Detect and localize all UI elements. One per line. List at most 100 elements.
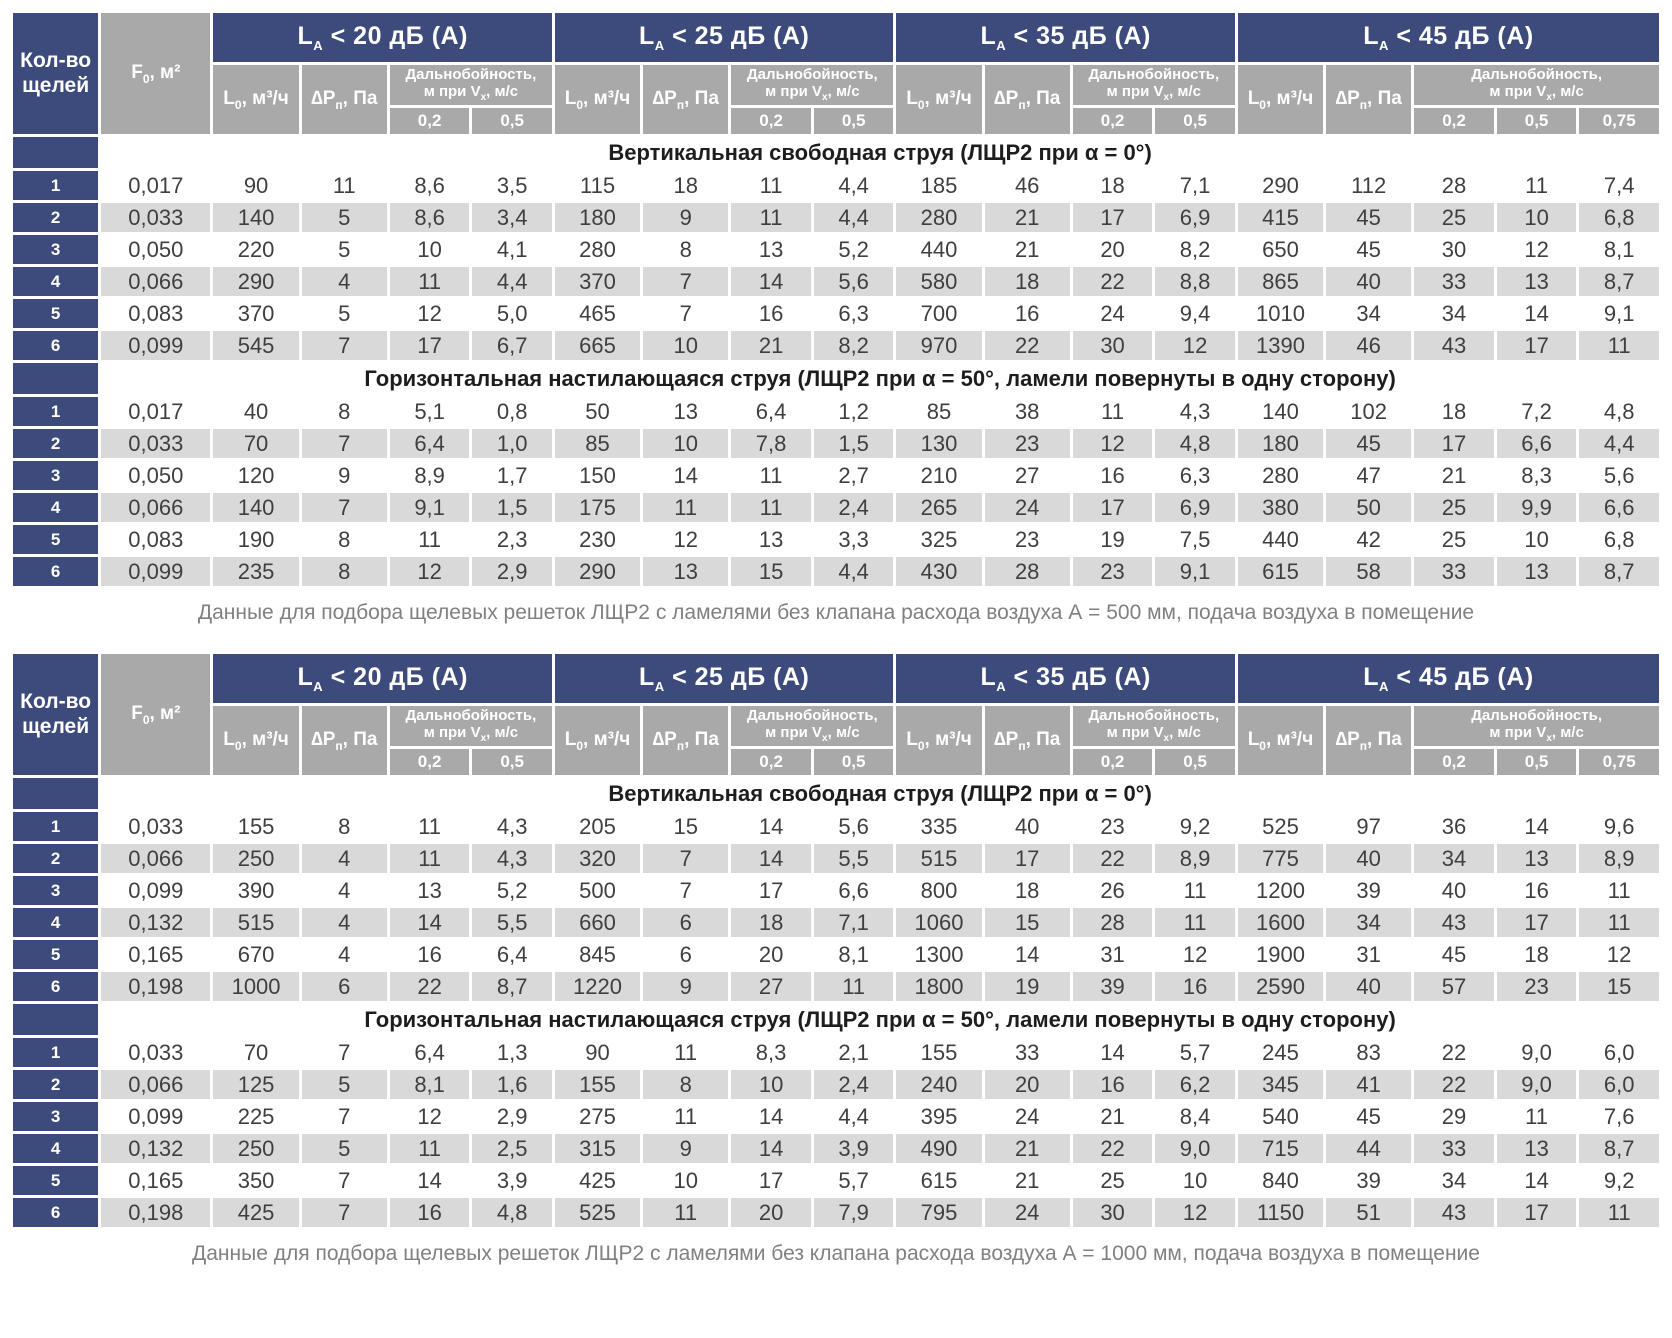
f0-value: 0,099 <box>101 1102 211 1131</box>
row-number: 4 <box>13 908 99 937</box>
data-cell: 15 <box>643 812 729 841</box>
data-cell: 5 <box>301 299 387 328</box>
data-cell: 18 <box>1414 397 1494 426</box>
section-header-row: Вертикальная свободная струя (ЛЩР2 при α… <box>13 778 1659 809</box>
data-cell: 12 <box>1155 940 1235 969</box>
data-cell: 11 <box>1579 908 1659 937</box>
f0-value: 0,132 <box>101 908 211 937</box>
data-cell: 6,0 <box>1579 1038 1659 1067</box>
data-cell: 8 <box>301 397 387 426</box>
data-cell: 8,8 <box>1155 267 1235 296</box>
data-cell: 11 <box>731 461 811 490</box>
table-row: 2 0,066 250 4 11 4,3 320 7 14 5,5 515 17 22 8,9 775 40 3… <box>13 844 1659 873</box>
data-cell: 8,4 <box>1155 1102 1235 1131</box>
table-row: 5 0,165 350 7 14 3,9 425 10 17 5,7 615 21 25 10 840 39 3… <box>13 1166 1659 1195</box>
throw-range-header: Дальнобойность, м при Vx, м/с <box>389 706 552 746</box>
data-cell: 425 <box>213 1198 299 1227</box>
pressure-drop-header: ∆Pп, Па <box>1326 65 1412 134</box>
data-cell: 23 <box>1072 557 1153 586</box>
data-cell: 715 <box>1237 1134 1324 1163</box>
data-cell: 7 <box>301 1166 387 1195</box>
f0-value: 0,099 <box>101 331 211 360</box>
data-cell: 8,7 <box>1579 1134 1659 1163</box>
data-cell: 26 <box>1072 876 1153 905</box>
f0-value: 0,033 <box>101 429 211 458</box>
header-row-velocities: 0,2 0,5 0,2 0,5 0,2 0,5 0,2 0,5 0,75 <box>13 749 1659 775</box>
row-number: 6 <box>13 972 99 1001</box>
data-cell: 17 <box>1072 203 1153 232</box>
data-cell: 9,6 <box>1579 812 1659 841</box>
f0-value: 0,066 <box>101 1070 211 1099</box>
data-cell: 120 <box>213 461 299 490</box>
row-number: 4 <box>13 493 99 522</box>
data-cell: 10 <box>1496 525 1577 554</box>
data-cell: 8,9 <box>1155 844 1235 873</box>
row-number: 6 <box>13 1198 99 1227</box>
data-cell: 5 <box>301 203 387 232</box>
data-cell: 102 <box>1326 397 1412 426</box>
data-cell: 14 <box>643 461 729 490</box>
data-cell: 430 <box>896 557 982 586</box>
data-cell: 350 <box>213 1166 299 1195</box>
section-header-row: Горизонтальная настилающаяся струя (ЛЩР2… <box>13 1004 1659 1035</box>
data-cell: 140 <box>1237 397 1324 426</box>
row-number: 5 <box>13 940 99 969</box>
row-number: 5 <box>13 299 99 328</box>
data-cell: 21 <box>731 331 811 360</box>
data-cell: 45 <box>1326 203 1412 232</box>
data-cell: 5,7 <box>813 1166 894 1195</box>
data-cell: 33 <box>1414 267 1494 296</box>
throw-range-header: Дальнобойность, м при Vx, м/с <box>1072 65 1235 105</box>
data-cell: 22 <box>1414 1038 1494 1067</box>
data-cell: 1150 <box>1237 1198 1324 1227</box>
data-cell: 5,5 <box>813 844 894 873</box>
data-cell: 9,0 <box>1496 1038 1577 1067</box>
table-row: 2 0,033 140 5 8,6 3,4 180 9 11 4,4 280 21 17 6,9 415 45… <box>13 203 1659 232</box>
data-cell: 12 <box>1155 1198 1235 1227</box>
data-cell: 665 <box>554 331 641 360</box>
data-cell: 290 <box>1237 171 1324 200</box>
data-cell: 345 <box>1237 1070 1324 1099</box>
data-cell: 130 <box>896 429 982 458</box>
header-row-params: L0, м³/ч ∆Pп, Па Дальнобойность, м при Vx, … <box>13 65 1659 134</box>
data-cell: 14 <box>731 1134 811 1163</box>
data-cell: 7 <box>301 331 387 360</box>
data-cell: 18 <box>984 876 1070 905</box>
data-cell: 16 <box>1496 876 1577 905</box>
row-number: 1 <box>13 812 99 841</box>
data-cell: 9 <box>643 203 729 232</box>
section-title: Вертикальная свободная струя (ЛЩР2 при α… <box>101 778 1659 809</box>
data-cell: 14 <box>731 812 811 841</box>
data-cell: 20 <box>984 1070 1070 1099</box>
data-cell: 10 <box>643 1166 729 1195</box>
data-cell: 9 <box>643 1134 729 1163</box>
data-cell: 290 <box>554 557 641 586</box>
velocity-header: 0,2 <box>731 749 811 775</box>
noise-level-group-title: LA < 35 дБ (A) <box>896 13 1235 62</box>
data-cell: 28 <box>1072 908 1153 937</box>
data-cell: 22 <box>1414 1070 1494 1099</box>
data-cell: 525 <box>554 1198 641 1227</box>
data-cell: 7 <box>643 876 729 905</box>
data-cell: 1,0 <box>472 429 552 458</box>
data-cell: 840 <box>1237 1166 1324 1195</box>
data-cell: 7,4 <box>1579 171 1659 200</box>
slots-count-header: Кол-во щелей <box>13 13 99 134</box>
data-cell: 6 <box>301 972 387 1001</box>
section-title: Горизонтальная настилающаяся струя (ЛЩР2… <box>101 363 1659 394</box>
data-cell: 180 <box>554 203 641 232</box>
data-cell: 17 <box>1496 331 1577 360</box>
data-cell: 6,7 <box>472 331 552 360</box>
data-cell: 11 <box>389 267 470 296</box>
data-cell: 70 <box>213 429 299 458</box>
data-cell: 125 <box>213 1070 299 1099</box>
data-cell: 45 <box>1326 235 1412 264</box>
data-cell: 12 <box>389 299 470 328</box>
data-cell: 8 <box>301 812 387 841</box>
data-cell: 845 <box>554 940 641 969</box>
row-number: 2 <box>13 1070 99 1099</box>
data-cell: 245 <box>1237 1038 1324 1067</box>
table-a500-caption: Данные для подбора щелевых решеток ЛЩР2 … <box>197 601 1475 624</box>
data-cell: 97 <box>1326 812 1412 841</box>
pressure-drop-header: ∆Pп, Па <box>984 706 1070 775</box>
